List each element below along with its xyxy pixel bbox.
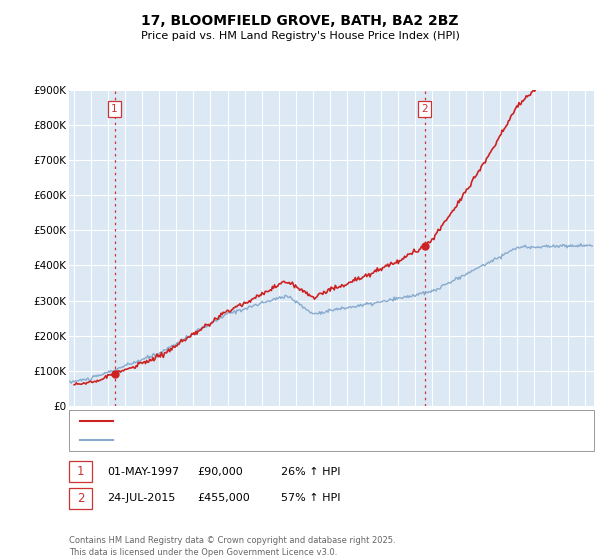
Text: 2: 2 — [421, 104, 428, 114]
Text: 24-JUL-2015: 24-JUL-2015 — [107, 493, 175, 503]
Text: 1: 1 — [111, 104, 118, 114]
Text: £90,000: £90,000 — [197, 466, 242, 477]
Text: 01-MAY-1997: 01-MAY-1997 — [107, 466, 179, 477]
Text: HPI: Average price, semi-detached house, Bath and North East Somerset: HPI: Average price, semi-detached house,… — [119, 435, 475, 445]
Text: Price paid vs. HM Land Registry's House Price Index (HPI): Price paid vs. HM Land Registry's House … — [140, 31, 460, 41]
Text: 17, BLOOMFIELD GROVE, BATH, BA2 2BZ (semi-detached house): 17, BLOOMFIELD GROVE, BATH, BA2 2BZ (sem… — [119, 417, 436, 426]
Text: £455,000: £455,000 — [197, 493, 250, 503]
Text: 1: 1 — [77, 465, 84, 478]
Text: 17, BLOOMFIELD GROVE, BATH, BA2 2BZ: 17, BLOOMFIELD GROVE, BATH, BA2 2BZ — [141, 14, 459, 28]
Text: 2: 2 — [77, 492, 84, 505]
Text: 57% ↑ HPI: 57% ↑ HPI — [281, 493, 340, 503]
Text: 26% ↑ HPI: 26% ↑ HPI — [281, 466, 340, 477]
Text: Contains HM Land Registry data © Crown copyright and database right 2025.
This d: Contains HM Land Registry data © Crown c… — [69, 536, 395, 557]
